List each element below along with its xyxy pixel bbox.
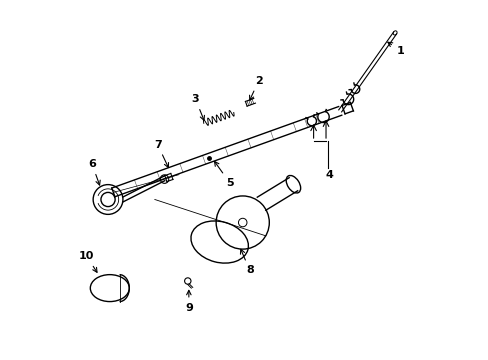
Text: 8: 8 [240, 249, 253, 275]
Text: 7: 7 [153, 140, 168, 167]
Text: 4: 4 [325, 170, 333, 180]
Text: 6: 6 [88, 159, 100, 185]
Text: 9: 9 [184, 291, 192, 312]
Text: 1: 1 [387, 42, 404, 56]
Text: 3: 3 [191, 94, 204, 120]
Text: 5: 5 [214, 161, 233, 188]
Text: 10: 10 [79, 251, 97, 272]
Text: 2: 2 [249, 76, 262, 100]
